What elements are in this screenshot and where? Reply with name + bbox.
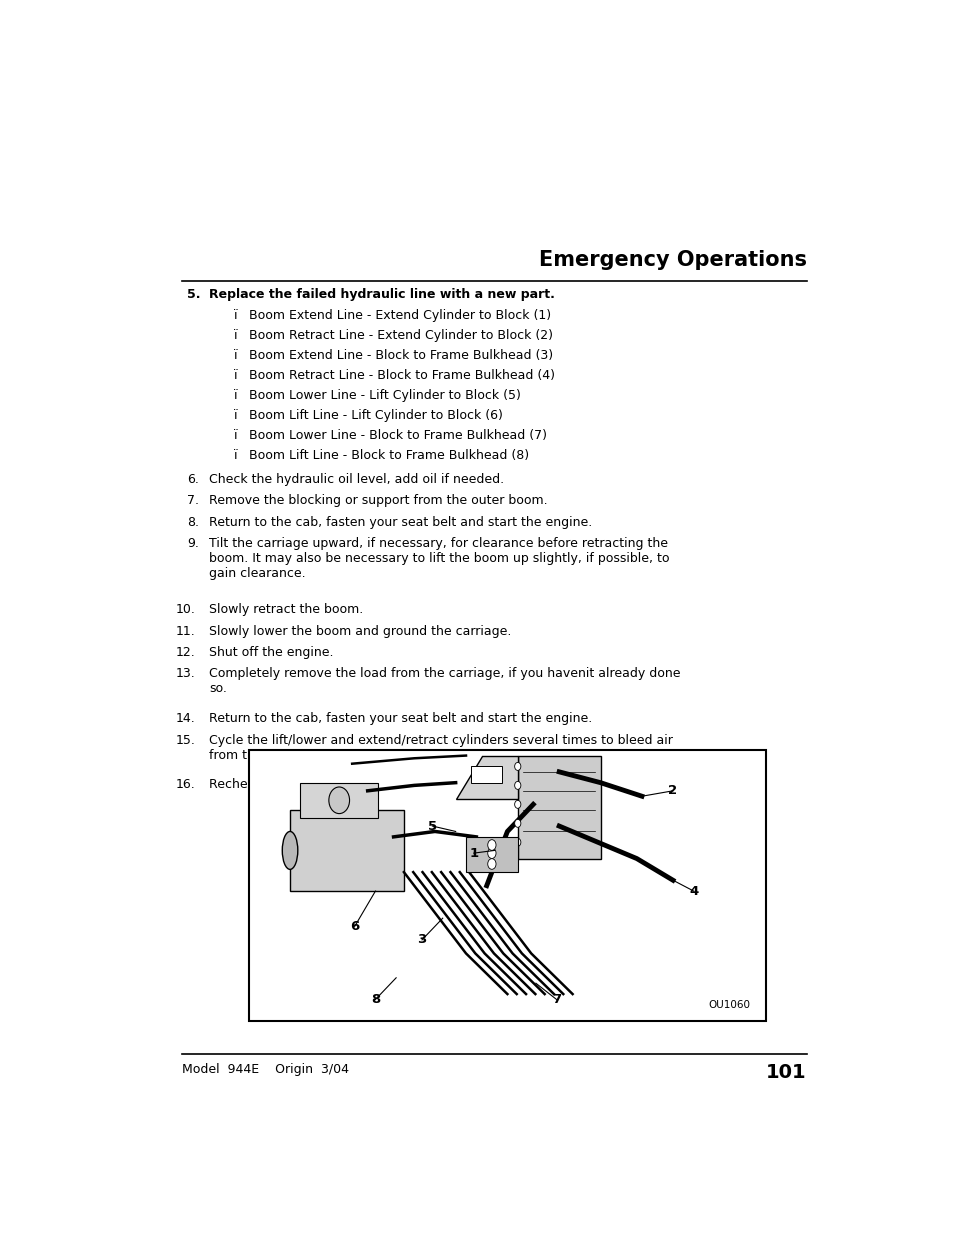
Text: Return to the cab, fasten your seat belt and start the engine.: Return to the cab, fasten your seat belt…	[210, 713, 592, 725]
Text: Remove the blocking or support from the outer boom.: Remove the blocking or support from the …	[210, 494, 548, 508]
Text: 6.: 6.	[187, 473, 199, 485]
Text: ï: ï	[234, 389, 237, 403]
Text: Boom Extend Line - Block to Frame Bulkhead (3): Boom Extend Line - Block to Frame Bulkhe…	[249, 350, 552, 362]
Circle shape	[487, 840, 496, 851]
Bar	[471, 767, 501, 783]
Text: 14.: 14.	[175, 713, 195, 725]
Circle shape	[487, 858, 496, 869]
Text: Boom Extend Line - Extend Cylinder to Block (1): Boom Extend Line - Extend Cylinder to Bl…	[249, 310, 550, 322]
Text: 5.: 5.	[187, 288, 200, 301]
Polygon shape	[300, 783, 377, 818]
Polygon shape	[456, 756, 517, 799]
Text: 13.: 13.	[175, 667, 195, 680]
Text: ï: ï	[234, 330, 237, 342]
Circle shape	[514, 800, 520, 809]
Text: ï: ï	[234, 409, 237, 422]
Text: Recheck the hydraulic oil level. Add oil if necessary.: Recheck the hydraulic oil level. Add oil…	[210, 778, 534, 792]
Text: Replace the failed hydraulic line with a new part.: Replace the failed hydraulic line with a…	[210, 288, 555, 301]
Ellipse shape	[282, 831, 297, 869]
Text: 3: 3	[417, 934, 426, 946]
Text: Boom Lower Line - Lift Cylinder to Block (5): Boom Lower Line - Lift Cylinder to Block…	[249, 389, 520, 403]
Text: 6: 6	[350, 920, 359, 932]
Text: Emergency Operations: Emergency Operations	[538, 249, 806, 270]
Text: 12.: 12.	[175, 646, 195, 659]
Text: Boom Lift Line - Lift Cylinder to Block (6): Boom Lift Line - Lift Cylinder to Block …	[249, 409, 502, 422]
Text: Slowly lower the boom and ground the carriage.: Slowly lower the boom and ground the car…	[210, 625, 512, 637]
Text: Cycle the lift/lower and extend/retract cylinders several times to bleed air
fro: Cycle the lift/lower and extend/retract …	[210, 734, 673, 762]
Text: 10.: 10.	[175, 603, 195, 616]
Circle shape	[514, 762, 520, 771]
Text: 7: 7	[552, 993, 560, 1007]
Text: Completely remove the load from the carriage, if you havenit already done
so.: Completely remove the load from the carr…	[210, 667, 680, 695]
Circle shape	[487, 847, 496, 858]
Text: Boom Lift Line - Block to Frame Bulkhead (8): Boom Lift Line - Block to Frame Bulkhead…	[249, 450, 528, 462]
Polygon shape	[290, 810, 403, 892]
Text: OU1060: OU1060	[708, 1000, 750, 1010]
Text: 101: 101	[765, 1063, 806, 1082]
Text: Return to the cab, fasten your seat belt and start the engine.: Return to the cab, fasten your seat belt…	[210, 516, 592, 529]
Text: 11.: 11.	[175, 625, 195, 637]
Text: ï: ï	[234, 450, 237, 462]
Text: ï: ï	[234, 350, 237, 362]
Text: 16.: 16.	[175, 778, 195, 792]
Text: 4: 4	[688, 884, 698, 898]
Text: 7.: 7.	[187, 494, 199, 508]
Circle shape	[329, 787, 349, 814]
Text: Tilt the carriage upward, if necessary, for clearance before retracting the
boom: Tilt the carriage upward, if necessary, …	[210, 537, 669, 580]
Circle shape	[514, 782, 520, 789]
Text: 9.: 9.	[187, 537, 199, 550]
Polygon shape	[465, 837, 517, 872]
Text: ï: ï	[234, 430, 237, 442]
Circle shape	[514, 819, 520, 827]
Text: Slowly retract the boom.: Slowly retract the boom.	[210, 603, 363, 616]
Text: 8.: 8.	[187, 516, 199, 529]
Text: Boom Lower Line - Block to Frame Bulkhead (7): Boom Lower Line - Block to Frame Bulkhea…	[249, 430, 546, 442]
Text: 2: 2	[668, 784, 677, 798]
Text: ï: ï	[234, 369, 237, 383]
Text: ï: ï	[234, 310, 237, 322]
Text: Boom Retract Line - Block to Frame Bulkhead (4): Boom Retract Line - Block to Frame Bulkh…	[249, 369, 554, 383]
Text: 5: 5	[427, 820, 436, 832]
Text: Shut off the engine.: Shut off the engine.	[210, 646, 334, 659]
Text: Check the hydraulic oil level, add oil if needed.: Check the hydraulic oil level, add oil i…	[210, 473, 504, 485]
Polygon shape	[517, 756, 600, 858]
Text: Model  944E    Origin  3/04: Model 944E Origin 3/04	[182, 1063, 349, 1076]
Text: 15.: 15.	[175, 734, 195, 746]
Text: 8: 8	[371, 993, 379, 1007]
Circle shape	[514, 839, 520, 846]
Text: Boom Retract Line - Extend Cylinder to Block (2): Boom Retract Line - Extend Cylinder to B…	[249, 330, 552, 342]
Bar	[249, 750, 765, 1021]
Text: 1: 1	[469, 847, 477, 860]
